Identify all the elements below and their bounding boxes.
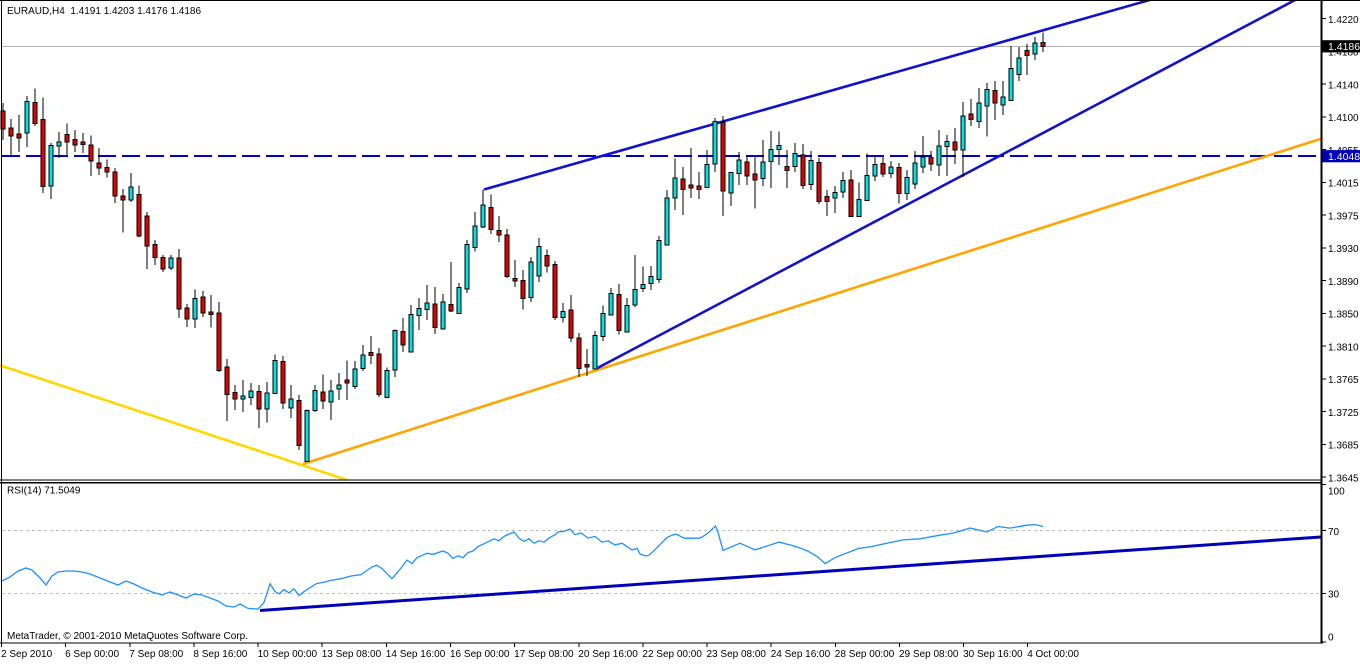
svg-text:13 Sep 08:00: 13 Sep 08:00 [322, 649, 382, 660]
svg-text:MetaTrader, © 2001-2010 MetaQu: MetaTrader, © 2001-2010 MetaQuotes Softw… [7, 631, 248, 642]
svg-text:1.4186: 1.4186 [1328, 41, 1360, 53]
svg-text:1.3645: 1.3645 [1328, 473, 1359, 484]
svg-text:10 Sep 00:00: 10 Sep 00:00 [258, 649, 318, 660]
svg-text:1.3930: 1.3930 [1328, 244, 1359, 255]
svg-text:1.3725: 1.3725 [1328, 408, 1359, 419]
svg-text:7 Sep 08:00: 7 Sep 08:00 [129, 649, 183, 660]
svg-text:70: 70 [1328, 527, 1340, 538]
svg-text:6 Sep 00:00: 6 Sep 00:00 [65, 649, 119, 660]
svg-text:8 Sep 16:00: 8 Sep 16:00 [193, 649, 247, 660]
svg-text:29 Sep 08:00: 29 Sep 08:00 [899, 649, 959, 660]
svg-text:22 Sep 00:00: 22 Sep 00:00 [642, 649, 702, 660]
svg-text:20 Sep 16:00: 20 Sep 16:00 [578, 649, 638, 660]
svg-text:RSI(14) 71.5049: RSI(14) 71.5049 [7, 486, 81, 497]
svg-text:1.3765: 1.3765 [1328, 375, 1359, 386]
svg-text:1.4140: 1.4140 [1328, 80, 1359, 91]
svg-text:1.4100: 1.4100 [1328, 113, 1359, 124]
svg-text:24 Sep 16:00: 24 Sep 16:00 [771, 649, 831, 660]
svg-text:23 Sep 08:00: 23 Sep 08:00 [707, 649, 767, 660]
svg-text:1.3810: 1.3810 [1328, 342, 1359, 353]
svg-text:1.4015: 1.4015 [1328, 179, 1359, 190]
svg-text:1.3850: 1.3850 [1328, 310, 1359, 321]
svg-text:17 Sep 08:00: 17 Sep 08:00 [514, 649, 574, 660]
svg-text:1.4048: 1.4048 [1328, 151, 1360, 163]
svg-text:2 Sep 2010: 2 Sep 2010 [1, 649, 53, 660]
svg-text:1.3685: 1.3685 [1328, 441, 1359, 452]
svg-text:1.3890: 1.3890 [1328, 277, 1359, 288]
svg-text:EURAUD,H4 1.4191 1.4203 1.417: EURAUD,H4 1.4191 1.4203 1.4176 1.4186 [7, 6, 201, 17]
svg-text:1.3975: 1.3975 [1328, 211, 1359, 222]
svg-text:14 Sep 16:00: 14 Sep 16:00 [386, 649, 446, 660]
svg-text:4 Oct 00:00: 4 Oct 00:00 [1027, 649, 1079, 660]
svg-text:16 Sep 00:00: 16 Sep 00:00 [450, 649, 510, 660]
svg-text:28 Sep 00:00: 28 Sep 00:00 [835, 649, 895, 660]
svg-text:30: 30 [1328, 590, 1340, 601]
svg-text:1.4220: 1.4220 [1328, 15, 1359, 26]
svg-text:0: 0 [1328, 633, 1334, 644]
svg-text:30 Sep 16:00: 30 Sep 16:00 [963, 649, 1023, 660]
svg-text:100: 100 [1328, 487, 1345, 498]
